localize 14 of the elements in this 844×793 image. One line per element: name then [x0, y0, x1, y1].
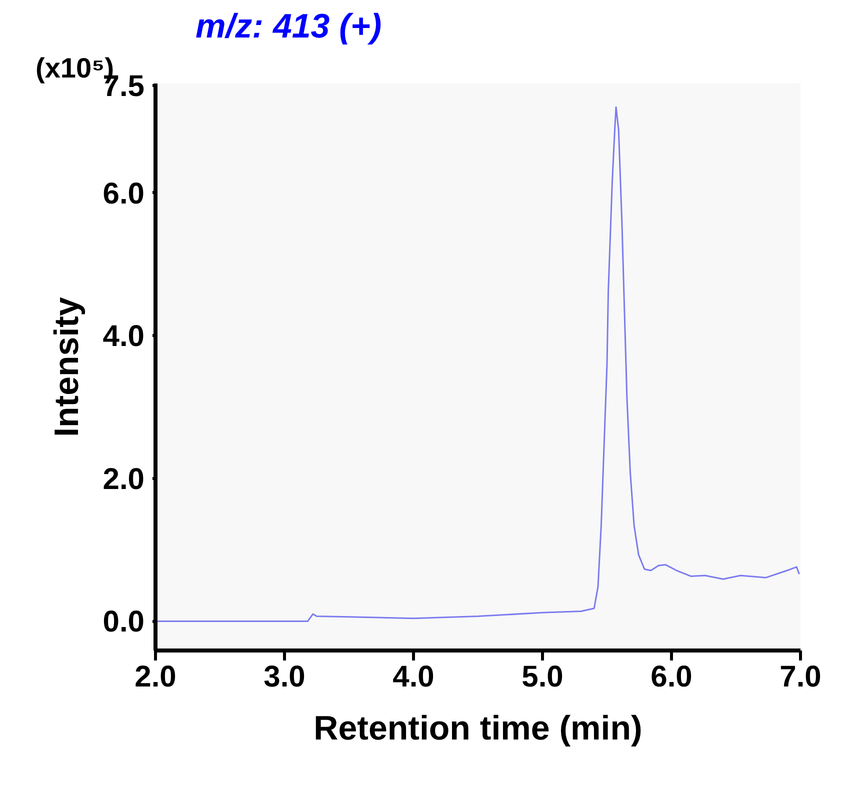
x-tick-label: 6.0	[650, 660, 692, 694]
y-tick-label: 4.0	[102, 320, 145, 354]
x-tick-label: 3.0	[264, 660, 306, 694]
x-tick-label: 5.0	[522, 660, 564, 694]
line-series	[156, 106, 800, 622]
chart-title: m/z: 413 (+)	[196, 8, 382, 46]
y-axis-title: Intensity	[48, 297, 86, 437]
y-tick-label: 0.0	[102, 606, 145, 639]
x-axis-title: Retention time (min)	[314, 710, 642, 748]
y-tick-label: 6.0	[102, 177, 145, 210]
y-tick-label: 2.0	[102, 462, 145, 496]
x-tick-label: 2.0	[134, 660, 176, 694]
x-tick-label: 7.0	[780, 660, 822, 694]
x-tick-label: 4.0	[392, 660, 434, 694]
